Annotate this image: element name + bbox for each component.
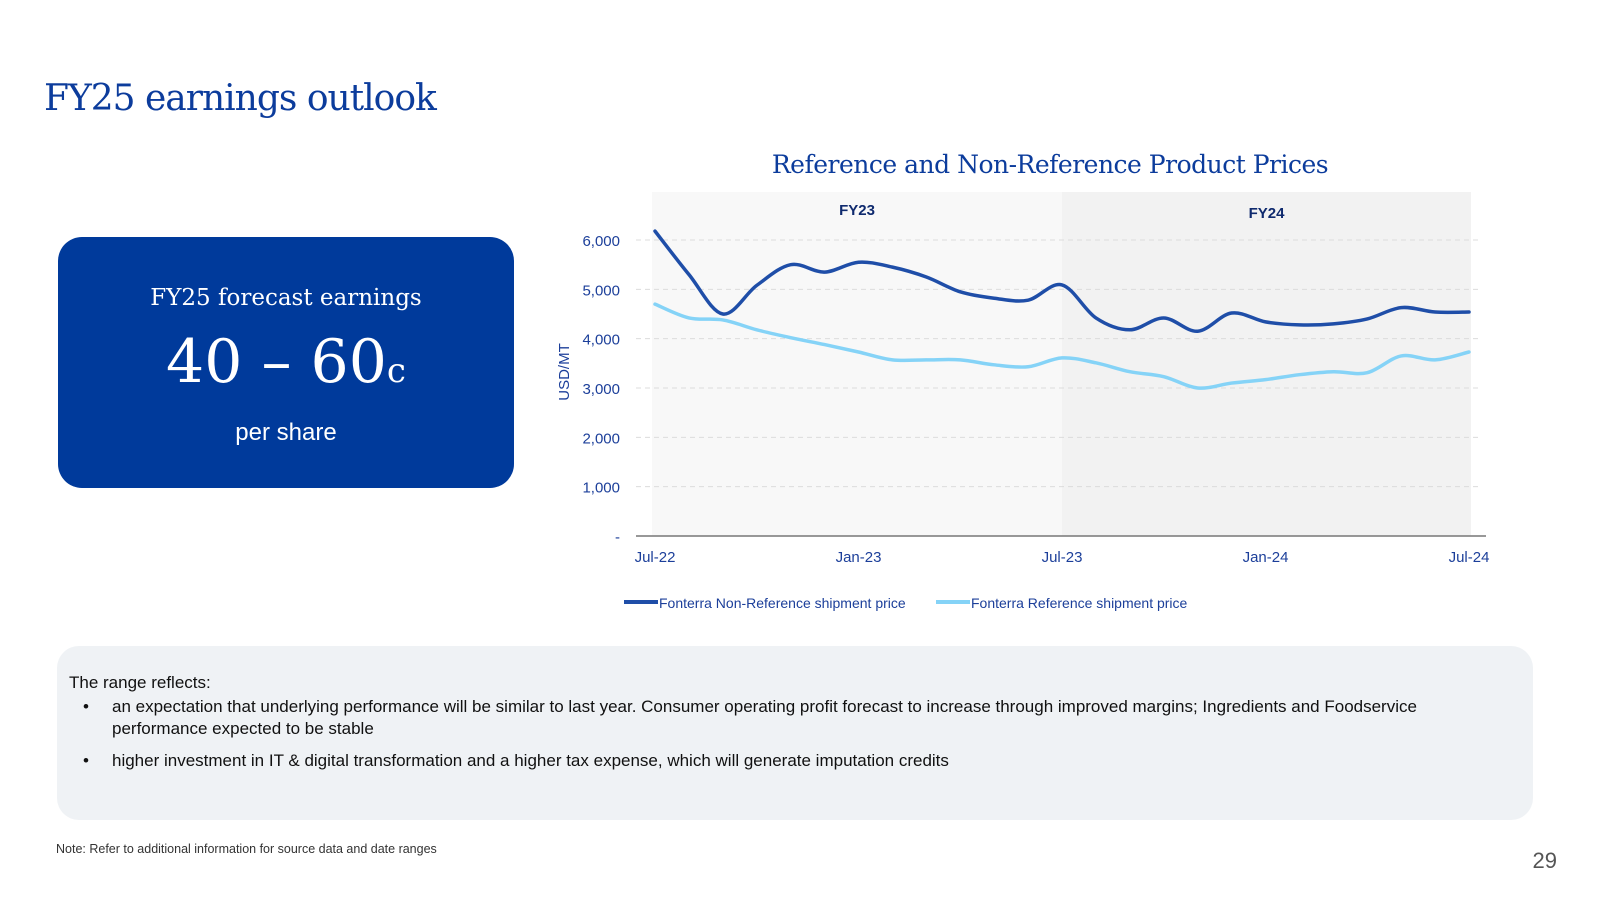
y-tick-label: 6,000 [582,233,620,250]
series-line [653,229,1471,334]
forecast-range: 40 – 60c [58,327,514,397]
y-tick-label: 2,000 [582,430,620,447]
period-band [1062,192,1471,536]
y-tick-label: 5,000 [582,282,620,299]
y-tick-label: 4,000 [582,332,620,349]
period-label: FY23 [839,202,875,219]
legend-label: Fonterra Non-Reference shipment price [659,595,906,611]
y-tick-label: 3,000 [582,381,620,398]
bullet-item: higher investment in IT & digital transf… [83,750,1487,772]
page-title: FY25 earnings outlook [44,78,437,119]
x-tick-label: Jul-23 [1042,549,1083,566]
series-line [653,302,1471,390]
x-tick-label: Jan-23 [836,549,882,566]
price-chart: FY23 FY24 - 1,000 2,000 3,000 4,000 5,000 6,000 J… [556,192,1490,611]
y-tick-label: 1,000 [582,480,620,497]
forecast-sub: per share [235,419,337,446]
x-tick-label: Jul-24 [1449,549,1490,566]
page-number: 29 [1532,848,1557,873]
forecast-range-value: 40 – 60 [166,327,387,397]
y-tick-label: - [615,529,620,546]
bullet-list: an expectation that underlying performan… [83,696,1487,782]
x-tick-label: Jul-22 [635,549,676,566]
panel-heading: The range reflects: [69,673,211,692]
period-label: FY24 [1249,205,1286,222]
legend-label: Fonterra Reference shipment price [971,595,1188,611]
chart-title: Reference and Non-Reference Product Pric… [771,150,1329,179]
footnote: Note: Refer to additional information fo… [56,842,437,856]
forecast-card: FY25 forecast earnings 40 – 60c per shar… [58,237,514,488]
y-axis-label: USD/MT [556,343,573,401]
forecast-unit: c [386,351,406,391]
forecast-label: FY25 forecast earnings [150,285,422,311]
x-tick-label: Jan-24 [1243,549,1289,566]
range-panel: The range reflects: an expectation that … [57,646,1533,820]
bullet-item: an expectation that underlying performan… [83,696,1487,740]
